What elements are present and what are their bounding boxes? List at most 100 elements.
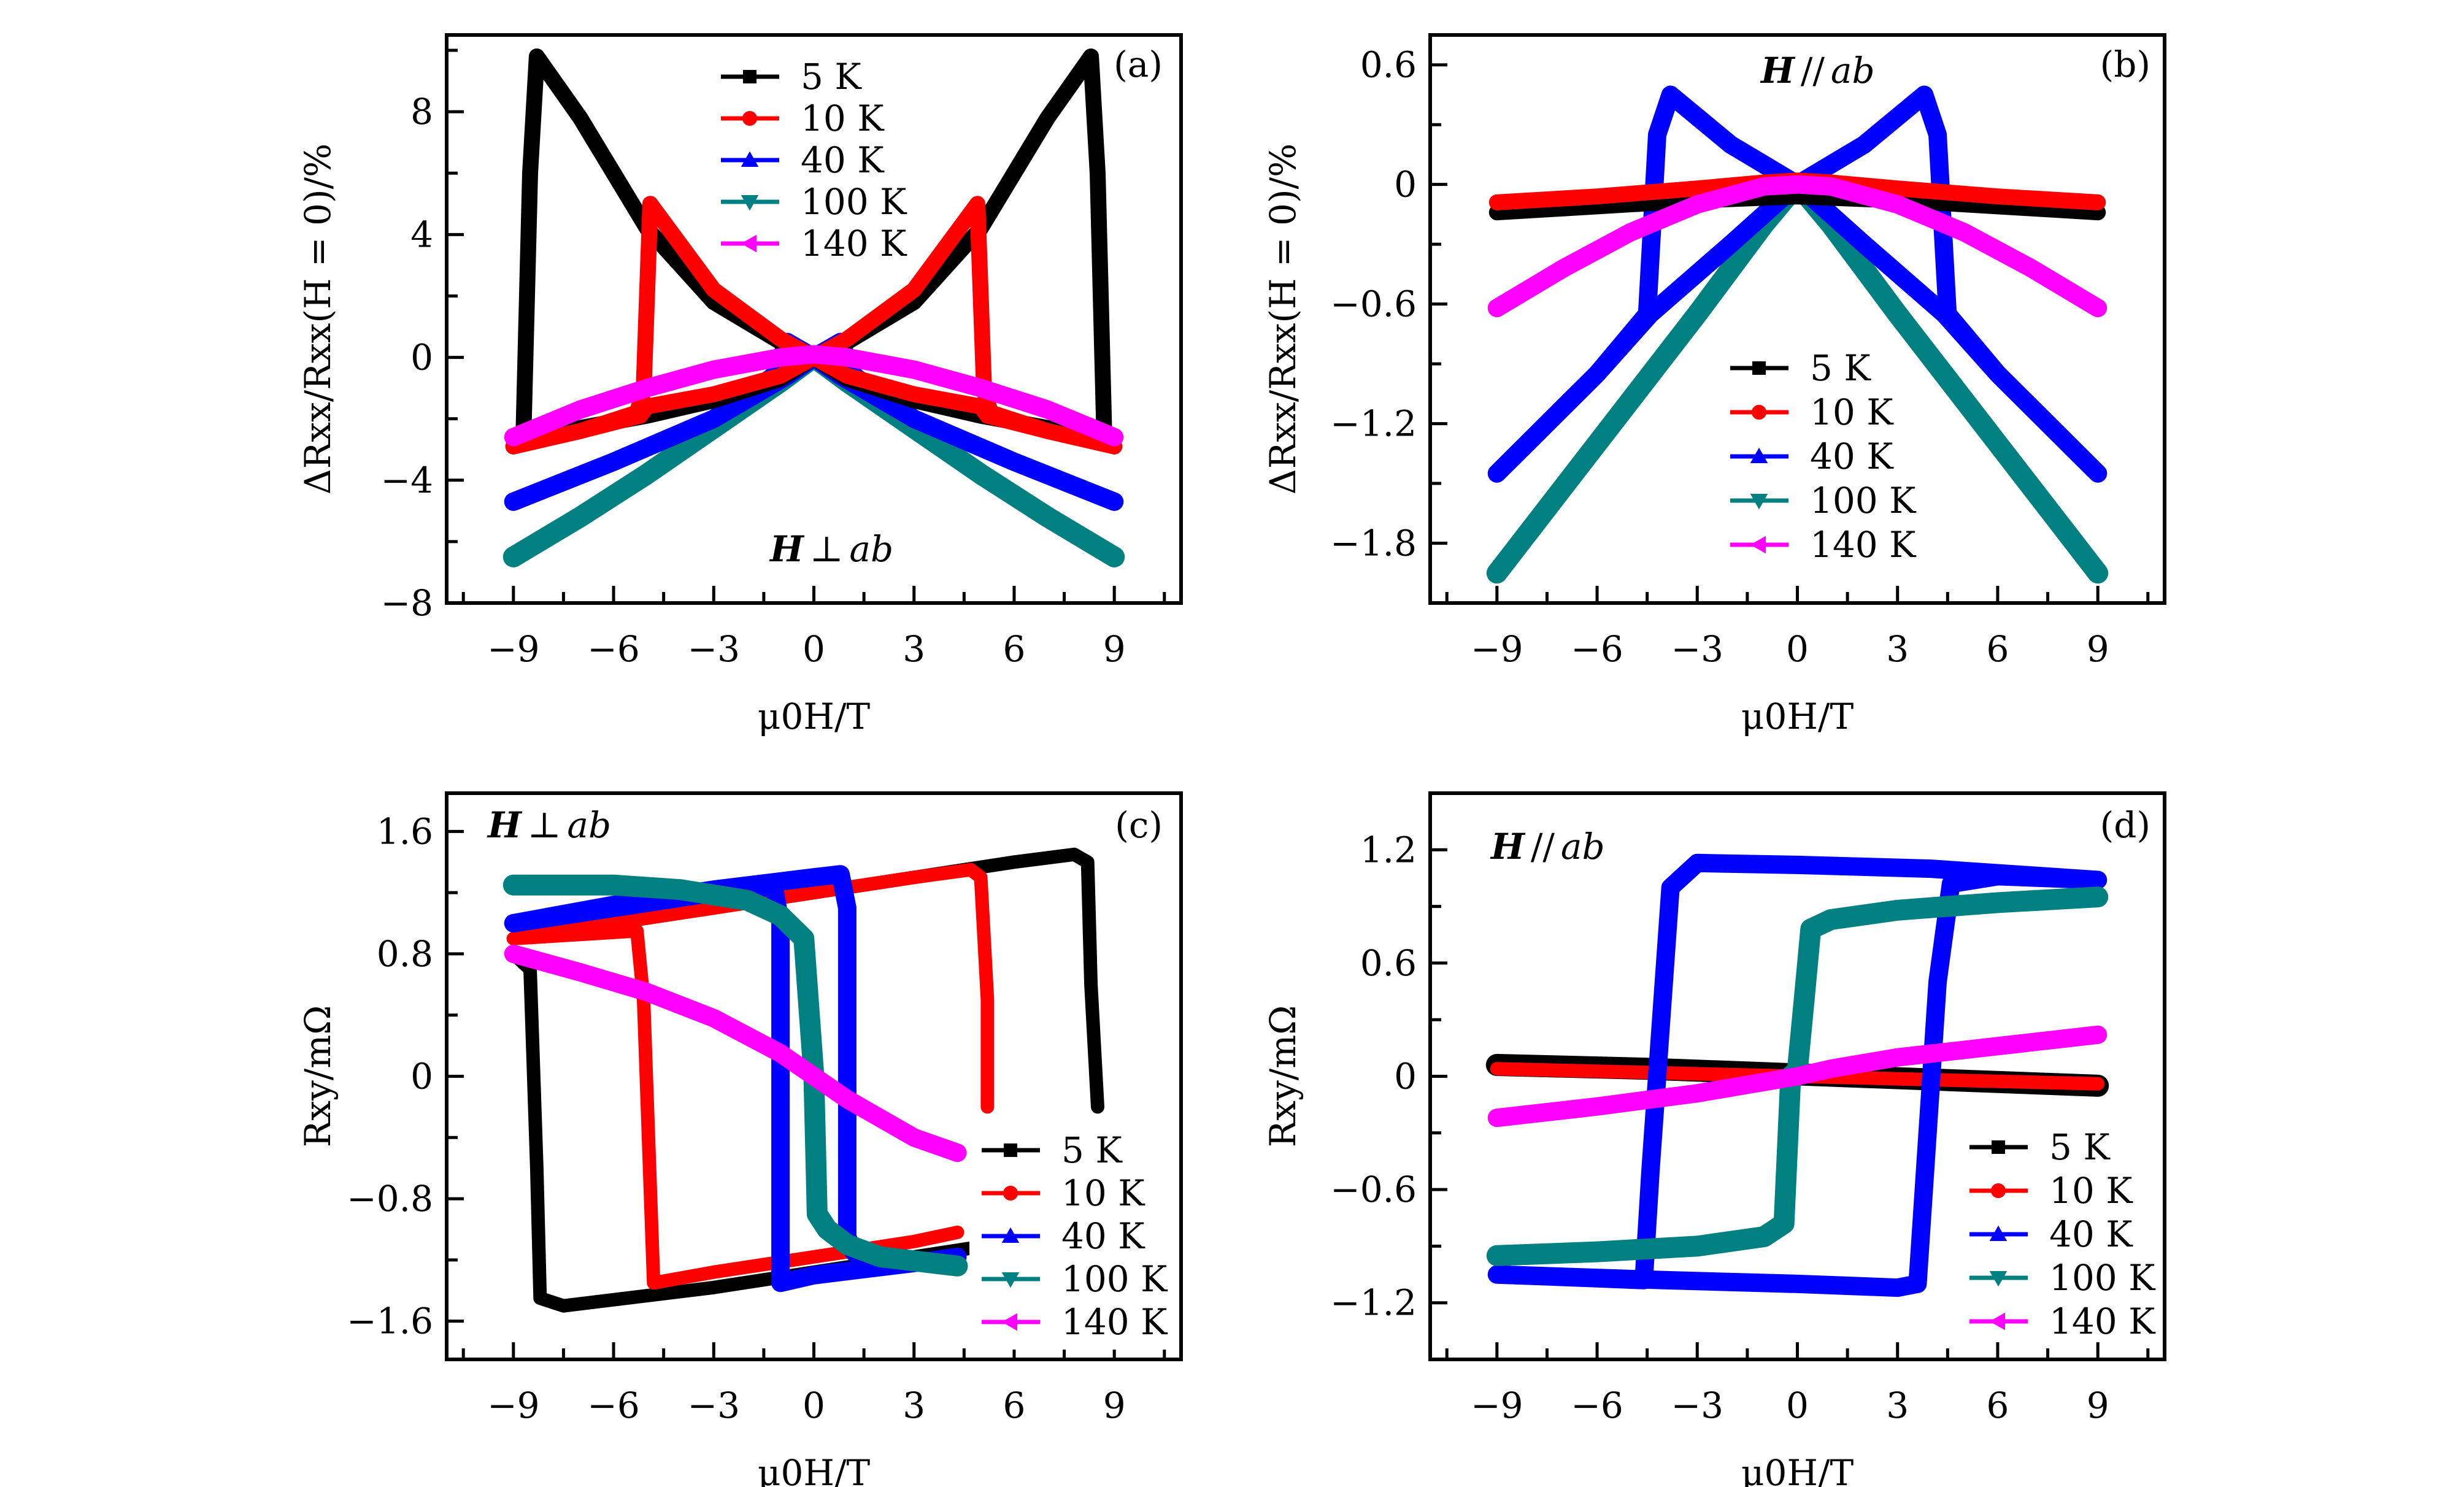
x-tick-label: −6 [587,1385,640,1426]
panel-c: −9 −6 −3 0 3 6 9 −1.6 −0.8 0 0.8 1.6 μ0H/T Rxy/mΩ (c) H… [297,791,1183,1487]
x-tick-label: −6 [1571,628,1623,670]
y-tick-label: −0.6 [1330,283,1417,325]
legend-marker-circle-icon [1003,1185,1018,1201]
legend-item: 40 K [1730,436,1894,477]
legend-label: 10 K [1061,1172,1145,1214]
x-tick-label: −3 [1671,1385,1724,1426]
y-tick-label: 1.2 [1360,829,1417,870]
legend-label: 5 K [1061,1129,1123,1171]
y-tick-label: 1.6 [377,810,433,852]
plot-area [502,48,1125,567]
annotation-field: H [769,528,805,570]
annotation-plane: ab [567,804,611,846]
series-line-d-140k-0 [1487,1025,2108,1128]
legend-item: 100 K [1730,480,1917,521]
y-tick-label: −1.8 [1330,523,1417,564]
legend-label: 10 K [801,98,885,139]
legend-marker-circle-icon [742,110,758,126]
legend-label: 100 K [1810,480,1917,521]
legend-label: 140 K [801,223,907,264]
legend-label: 100 K [801,181,907,223]
y-tick-label: −1.6 [347,1301,433,1342]
series-10k [506,863,995,1290]
legend-label: 5 K [801,56,862,98]
x-tick-label: −9 [487,1385,540,1426]
field-orientation-annotation: H//ab [1490,826,1605,867]
legend-item: 100 K [1969,1257,2156,1299]
series-line-b-40k-1 [1487,85,2108,483]
legend-label: 100 K [1061,1258,1168,1300]
legend-label: 140 K [2049,1301,2156,1342]
x-tick-label: 0 [1786,1385,1809,1426]
legend-item: 5 K [1730,347,1871,389]
annotation-symbol: // [1801,50,1825,91]
y-tick-label: −4 [381,459,434,501]
panel-label: (a) [1114,44,1163,85]
series-line-c-5k-0 [506,947,1088,1313]
legend-marker-triangle-left-icon [1750,536,1766,554]
plot-area [1485,853,2109,1297]
x-tick-label: −6 [1571,1385,1623,1426]
x-tick-label: −9 [487,628,540,670]
legend-item: 140 K [1730,524,1917,566]
x-tick-label: 3 [1886,628,1909,670]
y-axis-title: ΔRxx/Rxx(H = 0)/% [1262,144,1304,494]
legend-marker-triangle-down-icon [1001,1272,1020,1288]
series-140k [504,345,1124,447]
panel-d: −9 −6 −3 0 3 6 9 −1.2 −0.6 0 0.6 1.2 μ0H/T Rxy/mΩ (d) H… [1262,791,2166,1487]
series-line-c-10k-1 [506,863,995,1114]
annotation-plane: ab [1831,50,1875,91]
legend-item: 5 K [982,1129,1123,1171]
y-tick-label: −0.6 [1330,1169,1417,1210]
panel-label: (b) [2100,44,2150,85]
panel-a: −9 −6 −3 0 3 6 9 −8 −4 0 4 8 μ0H/T ΔRxx/Rxx(H = 0)/% (… [297,33,1183,737]
legend-marker-triangle-up-icon [1001,1227,1020,1243]
legend-label: 40 K [801,139,885,181]
panel-b: −9 −6 −3 0 3 6 9 −1.8 −1.2 −0.6 0 0.6 μ0H/T ΔRxx/Rxx(… [1262,33,2166,737]
annotation-field: H [1490,826,1526,867]
plot-area [502,847,1104,1313]
legend-label: 100 K [2049,1257,2156,1299]
series-line-c-140k-0 [504,944,967,1162]
y-tick-label: 0 [1394,1056,1417,1097]
legend-label: 140 K [1061,1301,1168,1343]
x-axis-title: μ0H/T [1741,696,1854,737]
y-tick-label: 8 [410,91,433,133]
x-tick-label: 9 [2087,628,2109,670]
legend-item: 140 K [1969,1301,2156,1342]
x-axis-title: μ0H/T [1741,1452,1854,1487]
legend-item: 40 K [982,1215,1145,1257]
legend-item: 40 K [721,139,885,181]
y-axis-title: Rxy/mΩ [297,1005,339,1148]
x-tick-label: 0 [803,628,825,670]
legend-marker-square-icon [743,70,757,83]
x-tick-label: 9 [1103,628,1126,670]
x-axis-title: μ0H/T [758,696,871,737]
y-axis-title: Rxy/mΩ [1262,1005,1304,1148]
legend-marker-square-icon [1992,1140,2005,1154]
legend-item: 100 K [982,1258,1168,1300]
legend-marker-triangle-down-icon [1989,1271,2008,1287]
x-tick-label: 6 [1003,1385,1026,1426]
series-line-b-5k-0 [1488,188,2106,221]
series-140k [1487,175,2108,318]
legend-label: 40 K [2049,1213,2133,1255]
x-tick-label: 3 [1886,1385,1909,1426]
y-axis-title: ΔRxx/Rxx(H = 0)/% [297,144,339,494]
y-tick-label: 0.6 [1360,942,1417,984]
legend-label: 5 K [2049,1126,2111,1168]
legend-marker-circle-icon [1990,1183,2006,1199]
legend-marker-triangle-up-icon [1989,1225,2008,1241]
field-orientation-annotation: H ⊥ ab [487,804,611,846]
series-line-c-40k-0 [504,877,967,1293]
legend-item: 10 K [721,98,885,139]
x-tick-label: −9 [1471,1385,1523,1426]
legend-marker-triangle-up-icon [741,151,759,167]
x-tick-label: 0 [803,1385,825,1426]
plot-area [1486,85,2109,584]
x-tick-label: 6 [1987,628,2009,670]
